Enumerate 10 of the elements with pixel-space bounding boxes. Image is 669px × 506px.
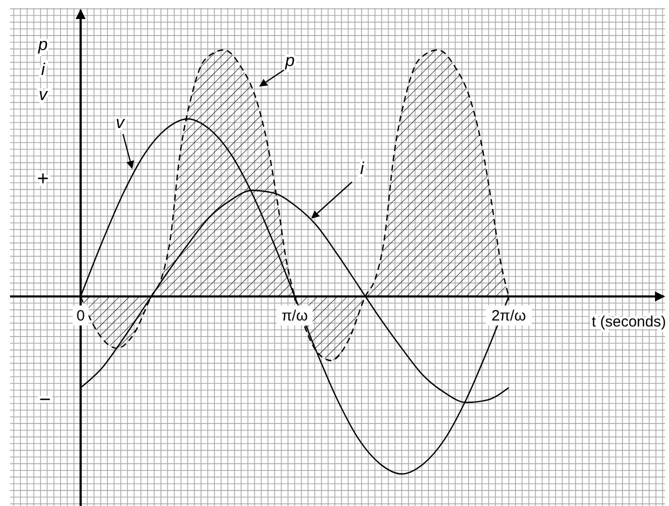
- x-tick-label: 2π/ω: [491, 307, 526, 324]
- series-label: v: [116, 113, 126, 132]
- x-tick-label: π/ω: [282, 307, 308, 324]
- text: i: [360, 159, 366, 178]
- x-axis-title: t (seconds): [592, 313, 666, 330]
- annotation: +: [37, 168, 49, 190]
- text: p: [284, 51, 295, 70]
- y-axis-title: p i v: [37, 35, 49, 104]
- annotation: −: [39, 389, 51, 411]
- x-tick-label: 0: [76, 307, 85, 324]
